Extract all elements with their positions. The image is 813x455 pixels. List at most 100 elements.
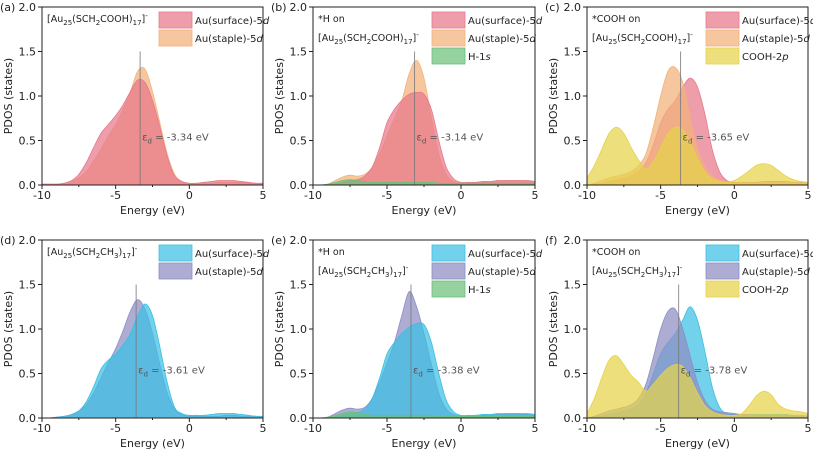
y-tick-label: 1.5: [564, 46, 582, 59]
system-annotation: [Au25(SCH2COOH)17]-: [47, 12, 148, 27]
y-tick-label: 2.0: [290, 234, 308, 247]
legend-swatch: [431, 29, 466, 47]
d-band-center-label: εd = -3.34 eV: [142, 133, 209, 146]
x-axis-label: Energy (eV): [392, 437, 457, 450]
legend-label: Au(surface)-5d: [195, 249, 270, 260]
area-h-1s: [313, 411, 535, 418]
panel-c: εd = -3.65 eV -10 -5 0 5 0.0 0.5 1.0 1.5 2.0 (c) En…: [545, 1, 813, 217]
plot-area: [42, 66, 263, 185]
x-tick-label: 0: [186, 422, 193, 435]
y-tick-label: 0.0: [19, 412, 37, 425]
y-axis-label: PDOS (states): [273, 291, 286, 367]
x-tick-label: 0: [458, 422, 465, 435]
legend-swatch: [158, 262, 193, 280]
x-tick-label: -5: [110, 422, 121, 435]
y-tick-label: 0.5: [564, 368, 582, 381]
plot-area: [587, 66, 808, 185]
y-tick-label: 1.0: [290, 323, 308, 336]
x-axis-label: Energy (eV): [120, 437, 185, 450]
x-axis-label: Energy (eV): [665, 437, 730, 450]
y-axis-label: PDOS (states): [2, 291, 15, 367]
y-tick-label: 2.0: [564, 1, 582, 14]
d-band-center-label: εd = -3.78 eV: [681, 366, 748, 379]
x-tick-label: -5: [655, 189, 666, 202]
panel-a: εd = -3.34 eV -10 -5 0 5 0.0 0.5 1.0 1.5 2.0 (a) En…: [0, 1, 270, 217]
y-tick-label: 0.5: [19, 368, 37, 381]
legend-label: Au(surface)-5d: [742, 16, 813, 27]
y-tick-label: 0.0: [19, 179, 37, 192]
plot-area: [313, 291, 535, 418]
legend-label: Au(staple)-5d: [742, 34, 811, 45]
x-tick-label: -10: [578, 189, 596, 202]
system-annotation: [Au25(SCH2COOH)17]-: [318, 31, 419, 46]
panel-d: εd = -3.61 eV -10 -5 0 5 0.0 0.5 1.0 1.5 2.0(d) En…: [0, 234, 270, 450]
system-annotation: *COOH on: [592, 14, 640, 25]
panel-label: (d): [0, 234, 16, 247]
area-cooh-2p: [587, 355, 808, 418]
y-tick-label: 2.0: [19, 234, 37, 247]
x-tick-label: -10: [578, 422, 596, 435]
x-tick-label: -10: [33, 422, 51, 435]
y-tick-label: 0.0: [564, 412, 582, 425]
x-tick-label: 5: [260, 422, 267, 435]
legend-swatch: [158, 11, 193, 29]
legend-swatch: [705, 29, 740, 47]
legend-swatch: [705, 11, 740, 29]
d-band-center-label: εd = -3.14 eV: [417, 133, 484, 146]
legend-label: COOH-2p: [742, 52, 789, 63]
y-tick-label: 1.5: [564, 279, 582, 292]
x-tick-label: 5: [532, 422, 539, 435]
legend-label: Au(staple)-5d: [742, 267, 811, 278]
legend-label: H-1s: [468, 52, 491, 63]
y-tick-label: 1.5: [19, 46, 37, 59]
y-tick-label: 0.5: [564, 135, 582, 148]
system-annotation: *H on: [318, 247, 345, 258]
y-tick-label: 0.0: [290, 179, 308, 192]
x-tick-label: 0: [731, 189, 738, 202]
y-tick-label: 0.5: [290, 135, 308, 148]
x-tick-label: 5: [532, 189, 539, 202]
x-tick-label: 5: [260, 189, 267, 202]
legend-swatch: [158, 244, 193, 262]
plot-area: [313, 59, 535, 185]
legend-label: H-1s: [468, 285, 491, 296]
y-axis-label: PDOS (states): [547, 58, 560, 134]
y-tick-label: 1.5: [290, 46, 308, 59]
y-axis-label: PDOS (states): [273, 58, 286, 134]
x-tick-label: -10: [304, 422, 322, 435]
y-tick-label: 0.0: [290, 412, 308, 425]
x-tick-label: 0: [186, 189, 193, 202]
legend-label: Au(surface)-5d: [468, 249, 543, 260]
y-tick-label: 2.0: [19, 1, 37, 14]
plot-area: [587, 306, 808, 418]
y-tick-label: 1.0: [564, 90, 582, 103]
legend-swatch: [431, 47, 466, 65]
panel-e: εd = -3.38 eV -10 -5 0 5 0.0 0.5 1.0 1.5 2.0 (e) En…: [271, 234, 543, 450]
x-tick-label: 5: [805, 422, 812, 435]
y-tick-label: 1.5: [290, 279, 308, 292]
area-au-surface-5d: [42, 78, 263, 185]
x-axis-label: Energy (eV): [392, 204, 457, 217]
system-annotation: *COOH on: [592, 247, 640, 258]
x-tick-label: 0: [731, 422, 738, 435]
legend-label: Au(staple)-5d: [195, 267, 264, 278]
system-annotation: [Au25(SCH2CH3)17]-: [318, 264, 409, 279]
x-axis-label: Energy (eV): [120, 204, 185, 217]
legend-label: COOH-2p: [742, 285, 789, 296]
legend-swatch: [431, 244, 466, 262]
panel-label: (c): [545, 1, 560, 14]
panel-label: (f): [545, 234, 557, 247]
x-tick-label: -10: [33, 189, 51, 202]
x-tick-label: -5: [382, 422, 393, 435]
panel-label: (a): [0, 1, 15, 14]
legend-label: Au(surface)-5d: [468, 16, 543, 27]
y-tick-label: 1.0: [19, 323, 37, 336]
panel-label: (e): [271, 234, 286, 247]
legend-swatch: [431, 11, 466, 29]
legend-swatch: [705, 280, 740, 298]
area-h-1s: [313, 179, 535, 185]
legend-label: Au(staple)-5d: [468, 34, 537, 45]
d-band-center-label: εd = -3.65 eV: [683, 133, 750, 146]
panel-b: εd = -3.14 eV -10 -5 0 5 0.0 0.5 1.0 1.5 2.0(b) En…: [271, 1, 543, 217]
